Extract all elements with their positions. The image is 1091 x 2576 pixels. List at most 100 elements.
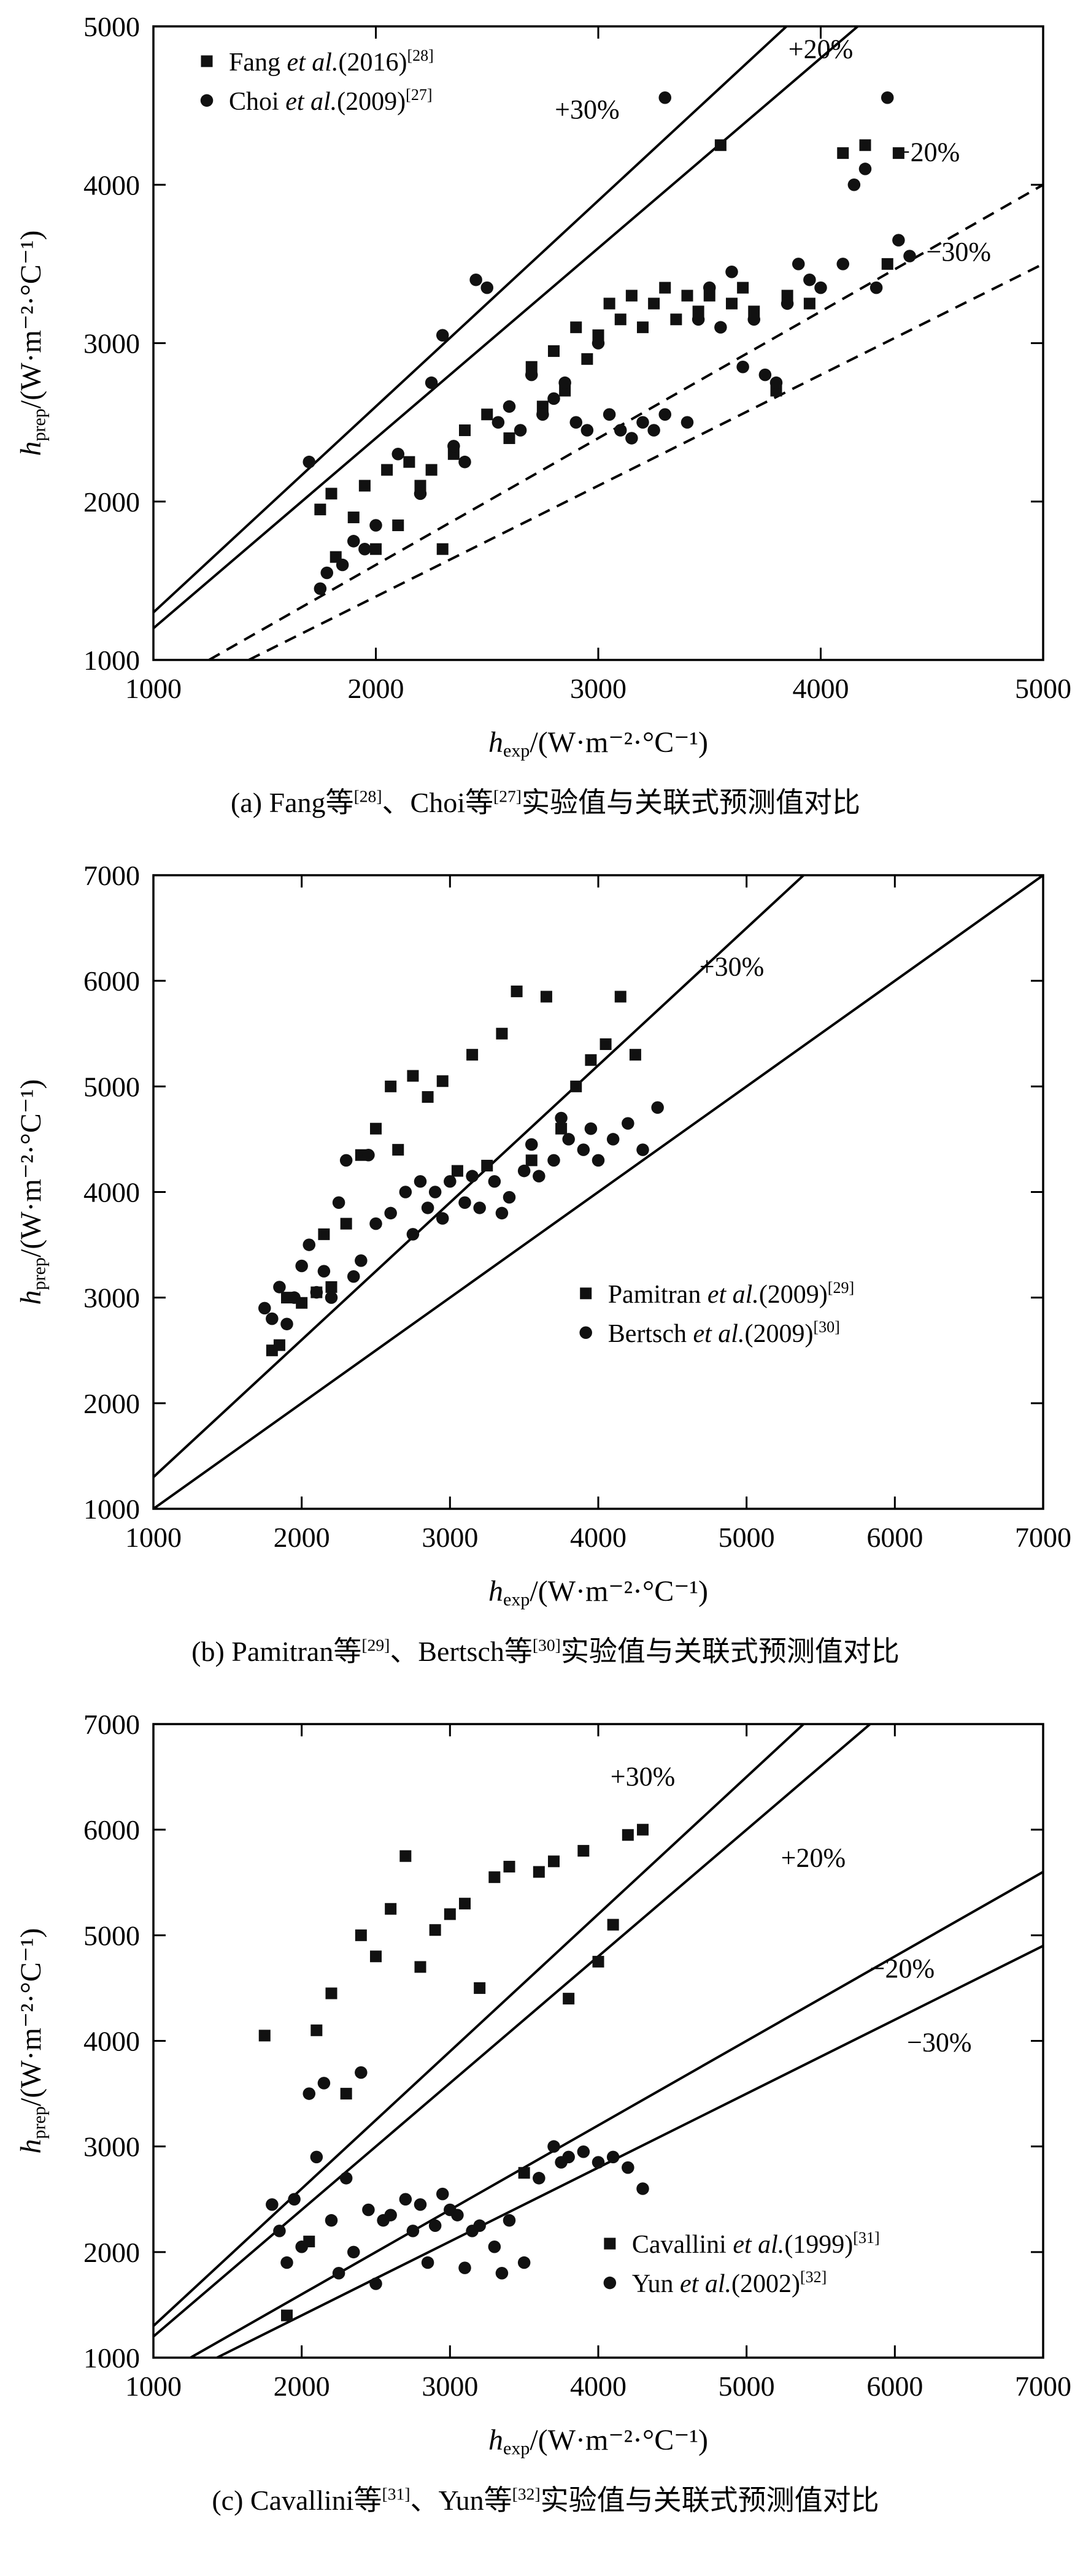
x-tick-label: 2000 (274, 2371, 330, 2402)
data-point (288, 2193, 301, 2206)
data-point (533, 2172, 546, 2185)
data-point (362, 1148, 375, 1162)
data-point (340, 1217, 352, 1230)
x-tick-label: 1000 (125, 1522, 182, 1553)
ref-line (190, 1871, 1044, 2359)
x-tick-label: 3000 (422, 1522, 478, 1553)
ref-line (248, 263, 1044, 661)
data-point (570, 321, 582, 334)
data-point (425, 376, 438, 389)
data-point (466, 1170, 479, 1183)
data-point (525, 1154, 538, 1167)
ref-line (216, 1944, 1044, 2359)
data-point (258, 1301, 271, 1315)
data-point (266, 2198, 279, 2211)
data-point (525, 1138, 538, 1151)
data-point (496, 1027, 508, 1040)
data-point (726, 297, 738, 310)
data-point (525, 368, 538, 381)
data-point (606, 2150, 620, 2164)
data-point (317, 2077, 331, 2090)
data-point (725, 266, 738, 278)
data-point (658, 91, 672, 104)
y-tick-label: 7000 (83, 1709, 140, 1740)
data-point (629, 1049, 641, 1061)
legend-label: Pamitran et al.(2009)[29] (608, 1279, 854, 1309)
data-point (647, 424, 660, 437)
data-point (347, 2245, 360, 2259)
legend-label: Choi et al.(2009)[27] (229, 86, 432, 116)
data-point (555, 1122, 568, 1135)
y-tick-label: 3000 (83, 2131, 140, 2163)
data-point (336, 558, 349, 572)
legend-marker (580, 1287, 592, 1300)
data-point (622, 1117, 634, 1130)
data-point (692, 313, 705, 326)
plot-box (152, 874, 1044, 1510)
data-point (436, 1212, 449, 1225)
data-point (332, 1196, 345, 1209)
data-point (325, 1281, 337, 1293)
chart-panel-a: 1000 2000 3000 4000 5000 1000 2000 3000 4000 5000… (0, 11, 1091, 821)
data-point (310, 2024, 323, 2036)
ref-line-label: −20% (870, 1953, 935, 1984)
data-point (414, 487, 427, 500)
data-point (614, 424, 627, 437)
x-axis-label: hexp/(W·m⁻²·°C⁻¹) (488, 1575, 708, 1610)
data-point (769, 376, 783, 389)
data-point (303, 1238, 316, 1251)
legend-marker (603, 2276, 617, 2290)
chart-panel-b: 1000 2000 3000 4000 5000 6000 7000 1000 2000 3000… (0, 860, 1091, 1669)
ref-line (152, 25, 859, 629)
data-point (614, 313, 626, 326)
data-point (847, 178, 861, 191)
y-tick-label: 1000 (83, 1493, 140, 1525)
plot-box (152, 1723, 1044, 2359)
x-tick-label: 4000 (793, 673, 849, 704)
data-point (714, 139, 727, 151)
data-point (892, 147, 904, 159)
data-point (362, 2203, 375, 2217)
data-point (273, 2225, 286, 2237)
data-point (547, 1154, 560, 1167)
x-axis-label: hexp/(W·m⁻²·°C⁻¹) (488, 2424, 708, 2459)
data-point (459, 1898, 471, 1910)
data-point (451, 2209, 464, 2221)
data-point (340, 2088, 352, 2100)
legend-label: Bertsch et al.(2009)[30] (608, 1318, 840, 1348)
data-point (370, 1122, 382, 1135)
scatter-plot-a: 1000 2000 3000 4000 5000 1000 2000 3000 4000 5000… (15, 11, 1071, 761)
data-point (314, 582, 327, 596)
legend-marker (579, 1326, 592, 1340)
data-point (391, 448, 405, 461)
legend-label: Yun et al.(2002)[32] (632, 2268, 827, 2298)
y-tick-label: 5000 (83, 1920, 140, 1951)
data-point (503, 2214, 516, 2227)
data-point (859, 139, 871, 151)
data-point (758, 368, 772, 381)
caption-c: (c) Cavallini等[31]、Yun等[32]实验值与关联式预测值对比 (212, 2484, 879, 2516)
y-tick-label: 4000 (83, 169, 140, 201)
data-point (555, 1111, 568, 1125)
data-point (384, 2209, 397, 2221)
data-point (355, 1254, 368, 1267)
y-tick-label: 5000 (83, 1071, 140, 1102)
data-point (492, 416, 505, 429)
y-tick-label: 5000 (83, 11, 140, 42)
y-axis-label: hprep/(W·m⁻²·°C⁻¹) (15, 231, 50, 456)
data-point (603, 297, 615, 310)
data-point (436, 543, 449, 555)
x-axis-label: hexp/(W·m⁻²·°C⁻¹) (488, 726, 708, 761)
data-point (392, 1144, 404, 1156)
ref-line (152, 1723, 871, 2338)
data-point (339, 2172, 353, 2185)
data-point (625, 432, 638, 445)
y-tick-label: 1000 (83, 645, 140, 676)
data-point (648, 297, 660, 310)
data-point (428, 2219, 442, 2233)
data-point (392, 519, 404, 531)
data-point (385, 1080, 397, 1092)
ref-line (152, 1723, 804, 2327)
data-point (503, 1860, 515, 1873)
data-point (407, 1070, 419, 1082)
